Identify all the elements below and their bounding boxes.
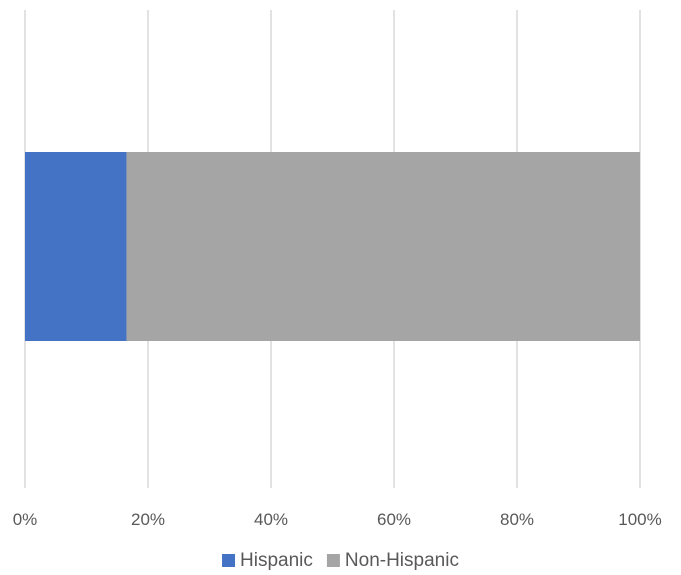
legend-swatch bbox=[326, 554, 340, 567]
legend-label: Hispanic bbox=[240, 550, 313, 571]
x-tick-label: 100% bbox=[618, 510, 661, 529]
bars bbox=[25, 152, 641, 341]
x-tick-label: 60% bbox=[377, 510, 411, 529]
x-tick-label: 40% bbox=[254, 510, 288, 529]
bar-segment-hispanic bbox=[25, 152, 127, 341]
x-tick-label: 0% bbox=[13, 510, 38, 529]
x-tick-label: 80% bbox=[500, 510, 534, 529]
bar-segment-non-hispanic bbox=[126, 152, 641, 341]
legend: Hispanic Non-Hispanic bbox=[222, 550, 459, 571]
legend-swatch bbox=[222, 554, 236, 567]
x-axis-tick-labels: 0% 20% 40% 60% 80% 100% bbox=[13, 510, 662, 529]
legend-label: Non-Hispanic bbox=[345, 550, 459, 571]
x-tick-label: 20% bbox=[131, 510, 165, 529]
